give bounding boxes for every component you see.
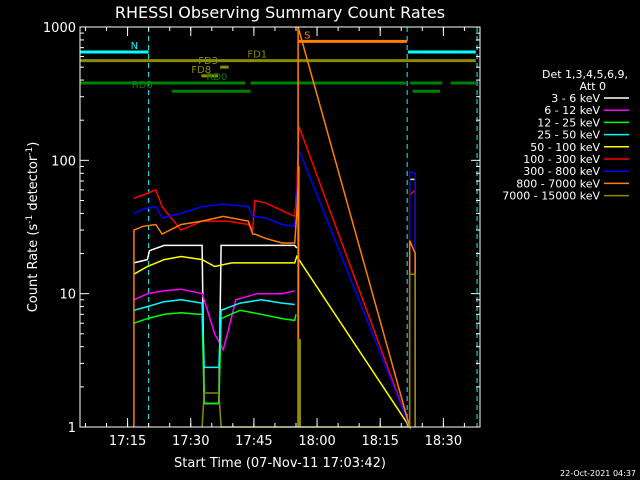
series-line-0 xyxy=(133,244,298,405)
flag-rd6-label: RD6 xyxy=(132,80,153,91)
legend-entry-label: 50 - 100 keV xyxy=(530,141,600,154)
footer-timestamp: 22-Oct-2021 04:37 xyxy=(560,469,636,478)
flag-fd8-label: FD8 xyxy=(191,65,211,76)
flag-rd0-label: RD0 xyxy=(206,72,227,83)
y-tick-label: 10 xyxy=(59,288,76,303)
y-tick-label: 1 xyxy=(68,421,76,436)
legend-entry-label: 100 - 300 keV xyxy=(523,153,600,166)
plot-frame xyxy=(79,26,481,428)
x-tick-label: 18:00 xyxy=(298,434,335,449)
x-tick-label: 17:30 xyxy=(172,434,209,449)
legend-entry-label: 800 - 7000 keV xyxy=(516,177,600,190)
flag-fd3-label: FD3 xyxy=(198,56,218,67)
chart-title: RHESSI Observing Summary Count Rates xyxy=(115,3,445,22)
x-tick-label: 18:15 xyxy=(361,434,398,449)
flag-fd1-label: FD1 xyxy=(247,50,267,61)
y-tick-label: 1000 xyxy=(43,21,76,36)
flag-s-label: S xyxy=(304,30,310,41)
x-tick-label: 17:45 xyxy=(235,434,272,449)
y-axis-label-exp1: -1 xyxy=(25,215,35,224)
legend-entry-label: 6 - 12 keV xyxy=(544,104,600,117)
x-axis-label: Start Time (07-Nov-11 17:03:42) xyxy=(174,456,386,471)
y-axis-label: Count Rate (s-1 detector-1) xyxy=(25,142,41,313)
legend-entry-label: 12 - 25 keV xyxy=(537,116,600,129)
legend-entry-label: 7000 - 15000 keV xyxy=(502,190,600,203)
legend-entry-label: 300 - 800 keV xyxy=(523,165,600,178)
series-line-1 xyxy=(133,288,295,352)
legend-header-detectors: Det 1,3,4,5,6,9, xyxy=(542,68,628,81)
y-tick-label: 100 xyxy=(51,154,76,169)
y-axis-label-main: Count Rate (s xyxy=(26,224,41,313)
series-line-7 xyxy=(133,26,416,428)
series-line-6 xyxy=(133,149,416,428)
series-line-8 xyxy=(201,273,416,428)
y-axis-label-close: ) xyxy=(26,142,41,147)
x-tick-label: 17:15 xyxy=(109,434,146,449)
legend-entry-label: 3 - 6 keV xyxy=(551,92,600,105)
flag-n-label: N xyxy=(131,41,138,52)
y-axis-label-detector: detector xyxy=(26,155,41,215)
series-line-5 xyxy=(133,126,416,428)
series-line-4 xyxy=(133,178,416,430)
legend-header-attenuator: Att 0 xyxy=(580,80,606,93)
legend-entry-label: 25 - 50 keV xyxy=(537,129,600,142)
x-tick-label: 18:30 xyxy=(425,434,462,449)
series-line-2 xyxy=(133,309,297,405)
series-line-3 xyxy=(133,299,295,369)
axes: 1 10 100 1000 17:15 17:30 17:45 18:00 18:15 18:30 xyxy=(43,21,481,449)
y-axis-label-exp2: -1 xyxy=(25,147,35,156)
